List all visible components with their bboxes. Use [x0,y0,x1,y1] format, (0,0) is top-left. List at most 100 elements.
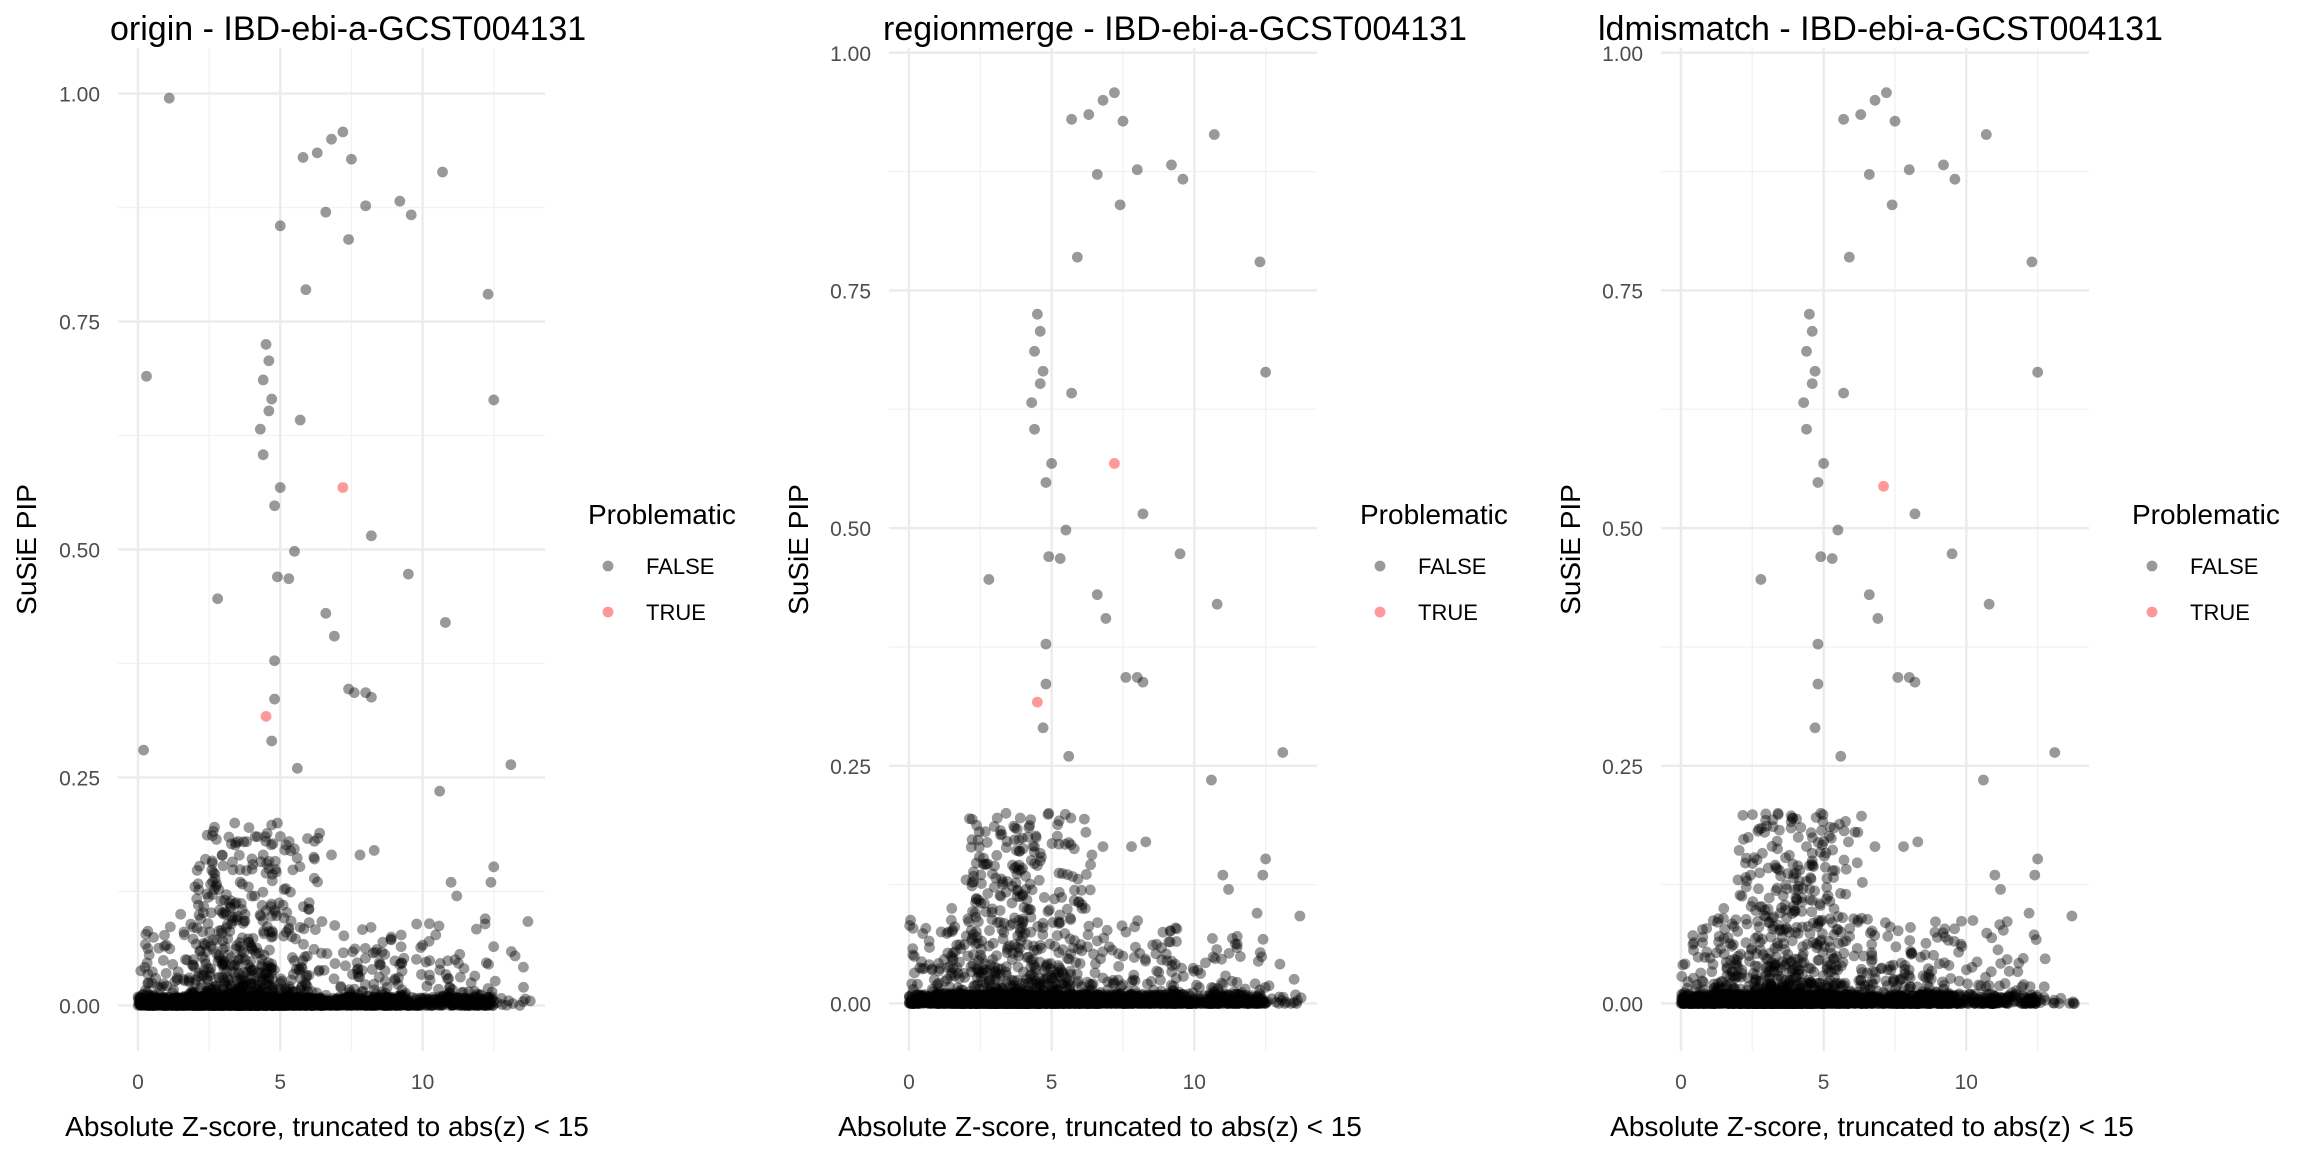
data-point [1080,868,1092,880]
data-point [411,953,422,965]
data-point [179,929,190,941]
data-point [309,999,321,1011]
data-point [240,994,252,1006]
data-point [244,992,255,1004]
data-point [217,999,229,1011]
data-point [394,958,406,970]
data-point [1037,917,1049,929]
data-point [223,831,235,843]
data-point [280,990,292,1001]
data-point [1082,929,1094,941]
data-point [250,948,262,960]
data-point [189,881,201,893]
data-point [241,984,253,996]
data-point [984,925,995,936]
data-point [488,941,500,953]
data-point [268,999,280,1011]
data-point [245,940,257,952]
data-point [338,999,350,1011]
data-point [239,908,251,920]
data-point [225,999,237,1011]
data-point [188,990,199,1002]
data-point [360,1000,372,1011]
data-point [365,1000,376,1011]
data-point [380,998,392,1010]
data-point [224,992,236,1004]
data-point [233,1000,245,1011]
data-point [260,867,272,879]
data-point [218,963,230,975]
data-point [326,133,337,145]
data-point [258,997,270,1009]
y-tick-label: 0.50 [59,540,100,563]
data-point [301,1000,313,1011]
data-point [226,911,238,923]
data-point [199,999,210,1011]
data-point [233,849,245,861]
legend-key-false [602,560,614,572]
data-point [236,996,248,1008]
data-point [360,200,372,212]
data-point [287,968,299,980]
data-point [197,926,208,938]
data-point [189,995,201,1007]
data-point [146,999,157,1011]
data-point [227,864,239,876]
data-point [246,863,258,875]
data-point [244,1000,256,1011]
data-point [213,972,225,984]
data-point [287,986,299,998]
data-point [278,912,290,924]
data-point [440,996,452,1008]
data-point [170,991,182,1002]
x-tick-label: 0 [132,1071,144,1094]
data-point [253,992,265,1004]
data-point [213,1000,225,1011]
data-point [340,960,351,972]
data-point [268,994,280,1006]
data-point [416,969,427,980]
data-point [294,861,306,873]
data-point [263,992,275,1003]
data-point [252,1000,264,1011]
data-point [242,999,254,1011]
data-point [295,996,306,1007]
data-point [303,897,315,909]
data-point [982,888,994,899]
data-point [188,992,200,1004]
data-point [207,1000,218,1011]
data-point [274,482,286,493]
data-point [184,999,196,1011]
data-point [216,849,228,861]
data-point [218,999,230,1011]
data-point [286,952,298,963]
data-point [907,949,919,961]
data-point [485,876,497,888]
data-point [245,955,257,967]
data-point [144,991,156,1003]
data-point [1288,997,1300,1008]
data-point [178,995,189,1007]
data-point [245,994,257,1006]
data-point [411,918,423,930]
data-point [142,1000,154,1011]
data-point [421,980,433,992]
y-tick-label: 0.75 [830,280,871,303]
data-point [243,999,255,1011]
data-point [370,946,381,958]
data-point [157,996,169,1007]
data-point [187,999,199,1011]
y-tick-label: 1.00 [59,84,100,107]
data-point [1065,914,1077,925]
data-point [321,948,333,959]
data-point [253,999,264,1010]
data-point [266,910,277,922]
data-point [924,942,935,953]
data-point [284,983,296,995]
data-point [385,931,397,943]
data-point [278,1000,290,1011]
data-point [479,918,491,930]
y-tick-label: 0.25 [59,767,100,790]
data-point [280,999,292,1011]
data-point [201,888,213,900]
